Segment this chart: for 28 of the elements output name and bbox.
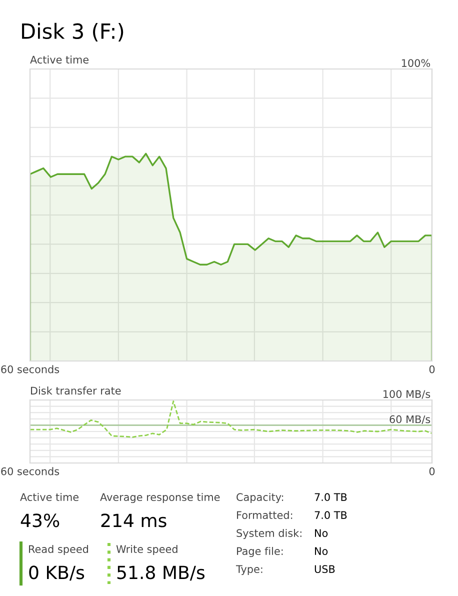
text: 0 KB/s xyxy=(29,566,84,581)
x-tick-label: 0 xyxy=(429,467,435,476)
x-tick-label: 60 seconds xyxy=(1,467,60,476)
text: Active time xyxy=(20,492,79,502)
text: 43% xyxy=(20,514,60,528)
chart-subtitle: Active time xyxy=(30,56,89,64)
x-tick-label: 60 seconds xyxy=(1,365,60,374)
y-tick-label: 60 MB/s xyxy=(390,415,430,424)
text: 214 ms xyxy=(101,514,166,528)
text: Write speed xyxy=(116,544,178,556)
y-tick-label: 100% xyxy=(402,59,430,67)
text: System disk: xyxy=(236,528,302,540)
text: Type: xyxy=(236,565,262,576)
text: Capacity: xyxy=(236,492,284,504)
text: Formatted: xyxy=(237,510,292,520)
text: No xyxy=(315,529,328,538)
text: No xyxy=(315,547,328,556)
text: Average response time xyxy=(100,492,220,504)
text: Read speed xyxy=(29,544,88,556)
y-tick-label: 100 MB/s xyxy=(383,390,430,399)
text: 51.8 MB/s xyxy=(117,566,205,581)
chart-subtitle: Disk transfer rate xyxy=(31,386,121,395)
chart-title: Disk 3 (F:) xyxy=(22,22,124,42)
text: Page file: xyxy=(237,546,283,558)
text: 7.0 TB xyxy=(314,493,347,502)
text: USB xyxy=(314,565,335,574)
text: 7.0 TB xyxy=(314,511,347,520)
x-tick-label: 0 xyxy=(429,365,435,374)
